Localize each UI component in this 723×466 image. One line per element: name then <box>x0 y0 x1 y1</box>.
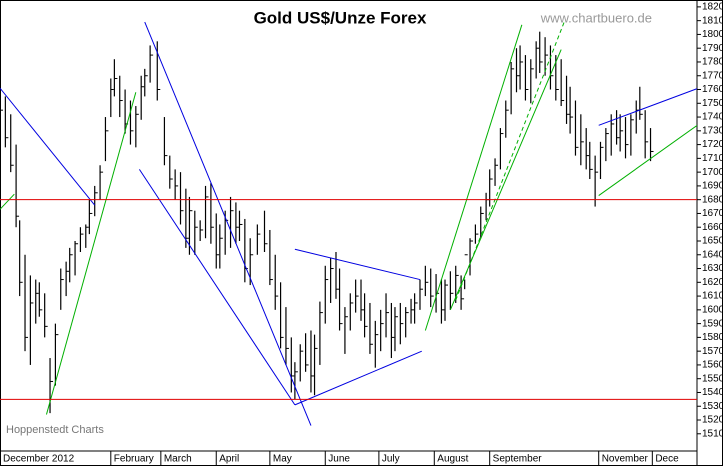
y-tick-label: 1530 <box>702 401 723 412</box>
trend-line <box>294 350 422 406</box>
x-tick-label: August <box>437 454 468 465</box>
y-tick-label: 1750 <box>702 98 723 109</box>
y-tick-label: 1810 <box>702 15 723 26</box>
y-tick-label: 1820 <box>702 2 723 13</box>
y-tick-label: 1760 <box>702 84 723 95</box>
trend-line <box>598 124 697 196</box>
x-tick-label: April <box>219 454 239 465</box>
trend-line <box>0 193 15 210</box>
y-tick-label: 1700 <box>702 167 723 178</box>
y-tick-label: 1720 <box>702 139 723 150</box>
trend-line <box>138 169 296 406</box>
y-tick-label: 1540 <box>702 387 723 398</box>
y-tick-label: 1730 <box>702 125 723 136</box>
x-tick-label: February <box>114 454 154 465</box>
y-tick-label: 1660 <box>702 222 723 233</box>
trend-line <box>424 24 523 331</box>
x-tick-label: June <box>328 454 350 465</box>
y-tick-label: 1670 <box>702 208 723 219</box>
x-tick-label: September <box>493 454 543 465</box>
x-tick-label: May <box>273 454 292 465</box>
y-tick-label: 1630 <box>702 263 723 274</box>
y-tick-label: 1610 <box>702 291 723 302</box>
y-tick-label: 1790 <box>702 43 723 54</box>
y-tick-label: 1510 <box>702 428 723 439</box>
y-tick-label: 1780 <box>702 57 723 68</box>
trend-line <box>0 87 96 206</box>
y-tick-label: 1580 <box>702 332 723 343</box>
y-tick-label: 1640 <box>702 249 723 260</box>
y-tick-label: 1600 <box>702 304 723 315</box>
plot-area <box>0 20 697 426</box>
trend-line <box>45 92 137 415</box>
x-tick-label: July <box>382 454 400 465</box>
x-tick-label: Dece <box>655 454 679 465</box>
source-label: Hoppenstedt Charts <box>6 424 104 436</box>
y-tick-label: 1620 <box>702 277 723 288</box>
y-tick-label: 1680 <box>702 194 723 205</box>
x-tick-label: November <box>602 454 649 465</box>
x-tick-label: December 2012 <box>3 454 75 465</box>
trend-line <box>598 88 697 126</box>
y-tick-label: 1570 <box>702 346 723 357</box>
y-tick-label: 1770 <box>702 70 723 81</box>
chart-title: Gold US$/Unze Forex <box>254 8 427 27</box>
y-tick-label: 1690 <box>702 181 723 192</box>
y-tick-label: 1560 <box>702 360 723 371</box>
y-tick-label: 1550 <box>702 373 723 384</box>
watermark: www.chartbuero.de <box>540 10 652 25</box>
trend-line <box>294 248 421 281</box>
y-tick-label: 1520 <box>702 415 723 426</box>
y-tick-label: 1800 <box>702 29 723 40</box>
y-tick-label: 1590 <box>702 318 723 329</box>
trend-line <box>455 20 566 301</box>
y-tick-label: 1740 <box>702 112 723 123</box>
trend-line <box>144 21 312 426</box>
x-tick-label: March <box>164 454 192 465</box>
y-tick-label: 1710 <box>702 153 723 164</box>
y-tick-label: 1650 <box>702 236 723 247</box>
